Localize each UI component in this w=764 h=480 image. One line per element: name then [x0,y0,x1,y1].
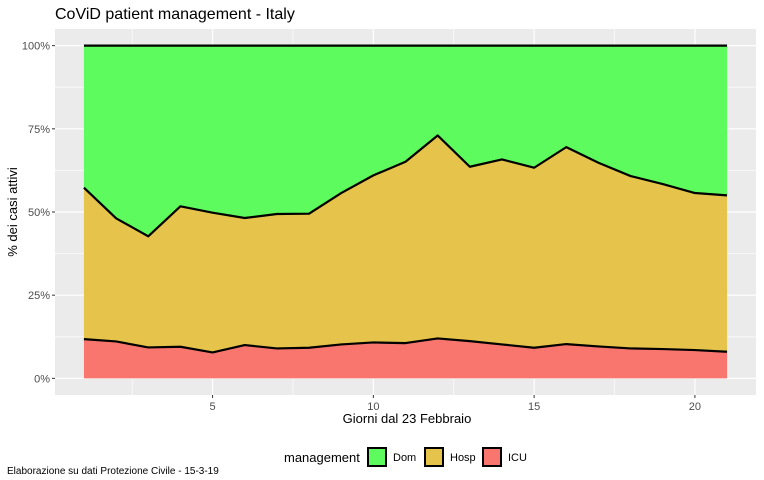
area-hosp [83,135,728,353]
line-top-hosp [83,134,728,238]
legend: management Dom Hosp ICU [284,447,527,467]
x-tick-label: 10 [367,401,379,413]
x-tick-label: 5 [210,401,216,413]
x-axis-ticks: 5 10 15 20 [210,395,701,413]
x-tick-label: 15 [528,401,540,413]
x-tick-label: 20 [689,401,701,413]
y-tick-label: 0% [34,373,50,385]
line-top-icu [83,337,728,354]
area-icu [83,338,728,379]
y-axis-title: % dei casi attivi [5,167,20,257]
area-dom [83,45,728,237]
x-axis-title: Giorni dal 23 Febbraio [343,411,472,426]
legend-key-hosp [424,447,444,467]
y-tick-label: 25% [28,290,50,302]
y-axis-ticks: 0% 25% 50% 75% 100% [22,41,55,385]
caption: Elaborazione su dati Protezione Civile -… [7,466,219,477]
y-tick-label: 100% [22,41,50,53]
legend-label-dom: Dom [393,452,416,464]
legend-key-dom [367,447,387,467]
y-tick-label: 75% [28,124,50,136]
legend-title: management [284,450,360,465]
area-layers [83,45,728,379]
legend-label-icu: ICU [508,452,527,464]
boundary-lines [83,44,728,354]
chart-title: CoViD patient management - Italy [55,6,295,23]
legend-key-icu [482,447,502,467]
legend-label-hosp: Hosp [450,452,476,464]
y-tick-label: 50% [28,207,50,219]
